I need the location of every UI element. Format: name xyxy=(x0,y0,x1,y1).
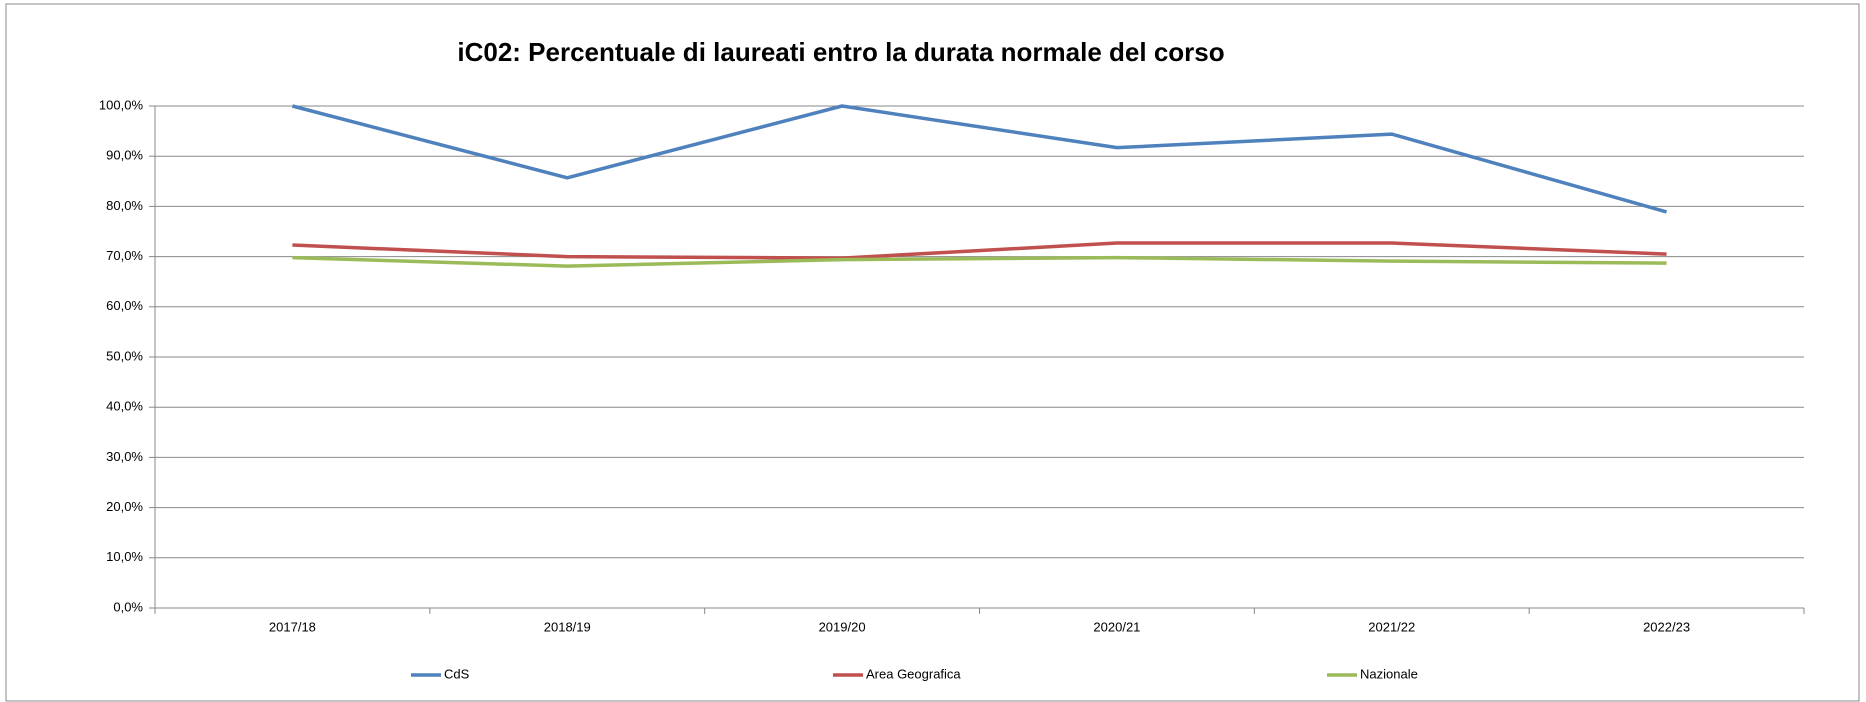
y-tick-label: 80,0% xyxy=(106,198,143,213)
y-tick-label: 20,0% xyxy=(106,499,143,514)
y-tick-label: 100,0% xyxy=(99,97,144,112)
x-tick-label: 2017/18 xyxy=(269,619,316,634)
y-tick-label: 60,0% xyxy=(106,298,143,313)
y-tick-label: 90,0% xyxy=(106,148,143,163)
legend-label: Nazionale xyxy=(1360,666,1418,681)
chart-frame xyxy=(5,3,1860,702)
x-tick-label: 2020/21 xyxy=(1093,619,1140,634)
y-tick-label: 50,0% xyxy=(106,348,143,363)
series-line xyxy=(291,104,1668,214)
legend-label: CdS xyxy=(444,666,470,681)
x-tick-label: 2019/20 xyxy=(819,619,866,634)
y-tick-label: 10,0% xyxy=(106,549,143,564)
y-tick-label: 0,0% xyxy=(113,599,143,614)
x-tick-label: 2021/22 xyxy=(1368,619,1415,634)
x-tick-label: 2018/19 xyxy=(544,619,591,634)
series-line xyxy=(292,241,1667,260)
y-tick-label: 30,0% xyxy=(106,449,143,464)
chart-title: iC02: Percentuale di laureati entro la d… xyxy=(457,37,1224,67)
x-tick-label: 2022/23 xyxy=(1643,619,1690,634)
legend-label: Area Geografica xyxy=(866,666,961,681)
series-line xyxy=(292,255,1667,268)
y-tick-label: 40,0% xyxy=(106,399,143,414)
y-tick-label: 70,0% xyxy=(106,248,143,263)
